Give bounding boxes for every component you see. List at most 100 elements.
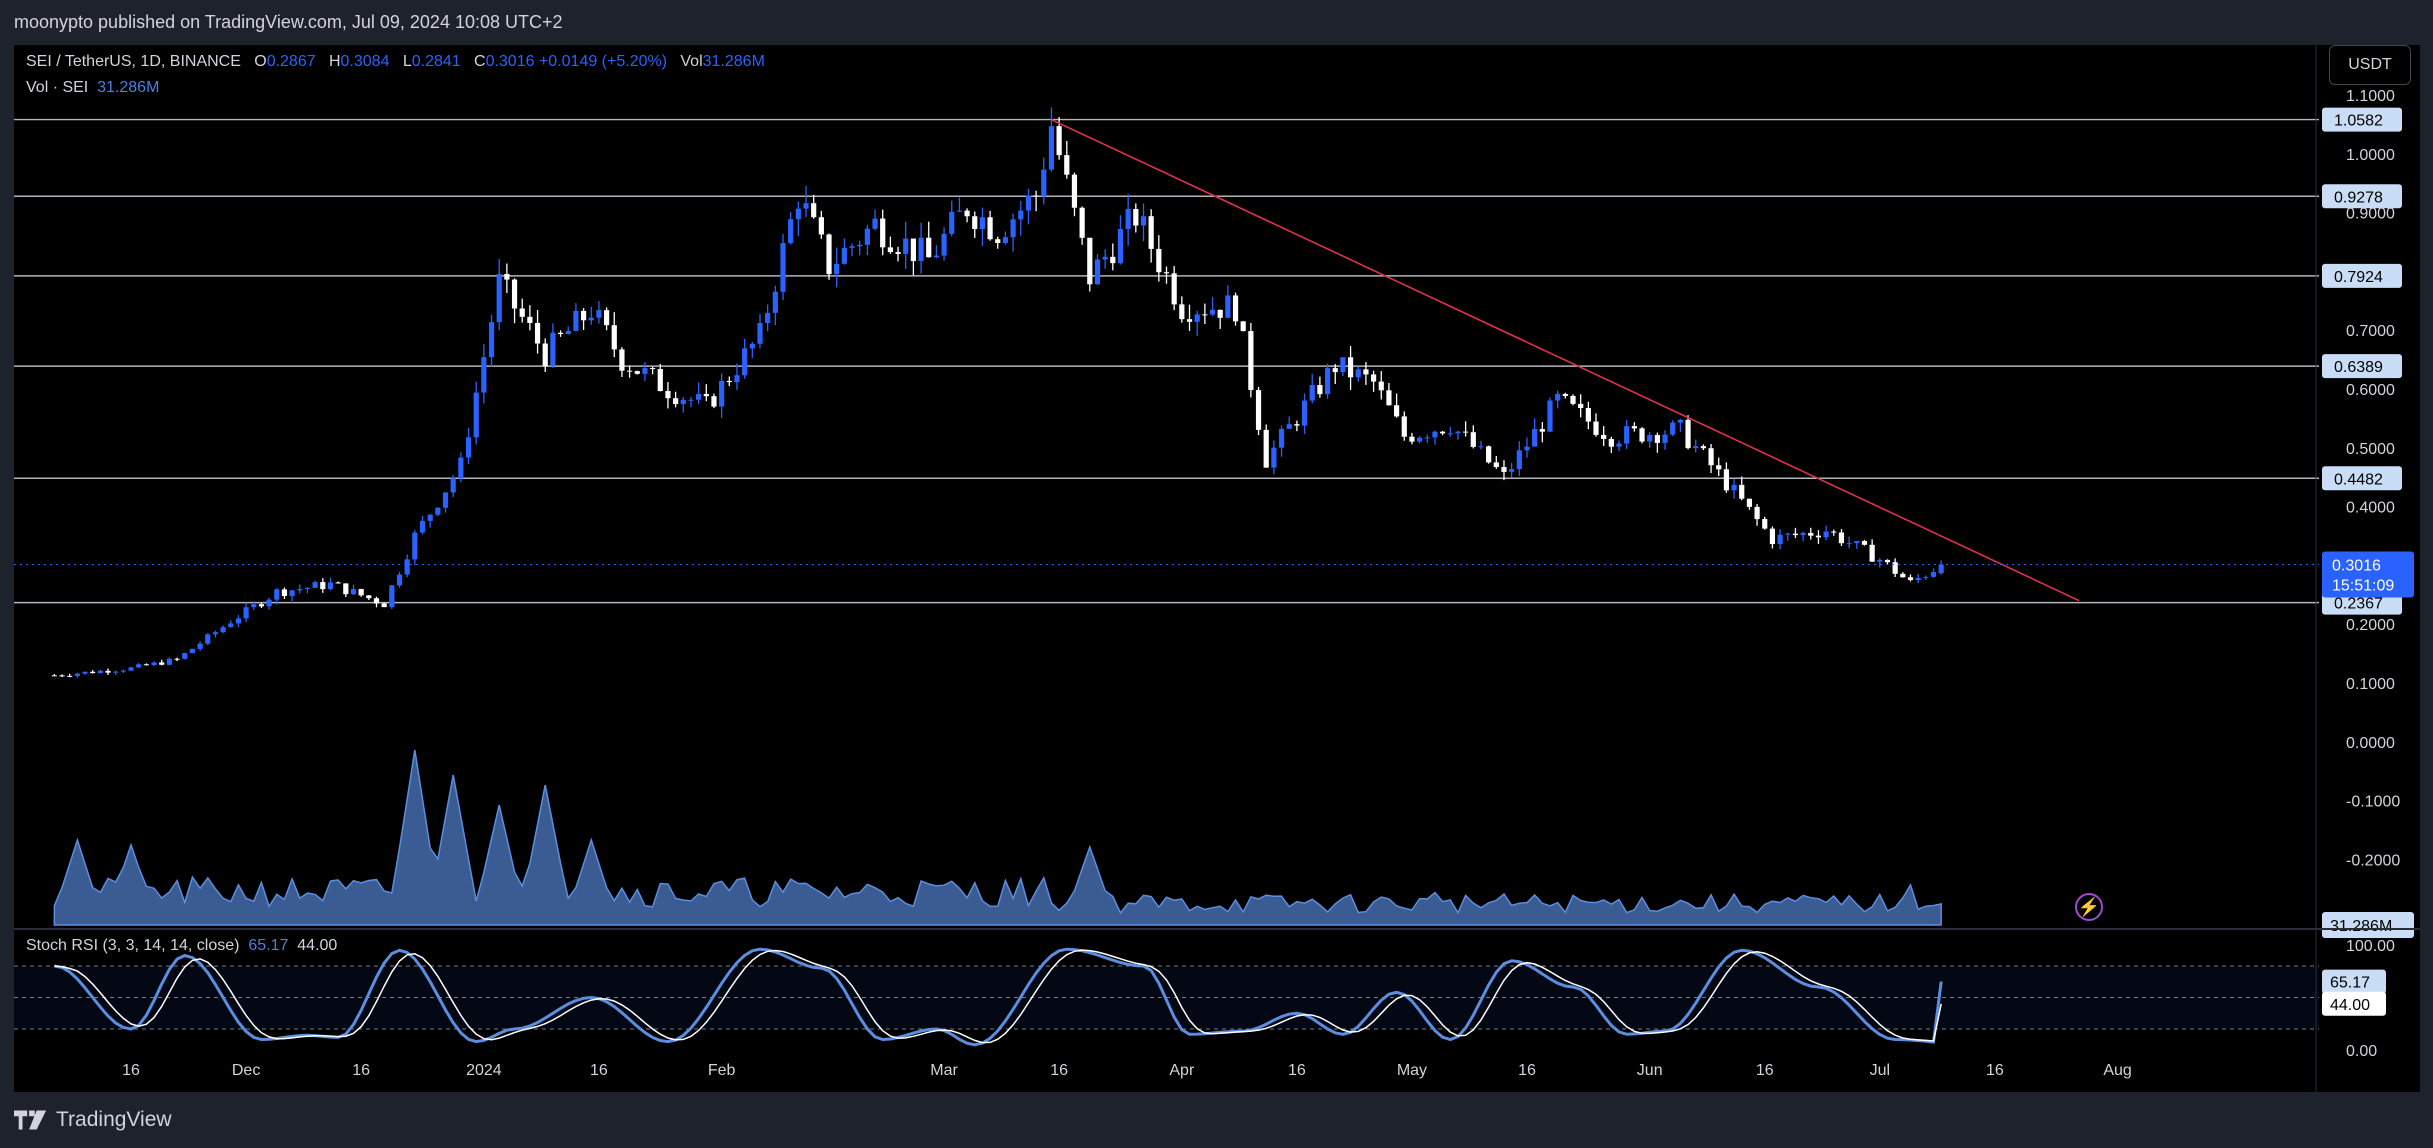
candle-body	[673, 398, 679, 405]
time-axis-label: Aug	[2103, 1062, 2131, 1079]
candle-body	[1370, 374, 1377, 382]
last-price-label: 0.3016	[2332, 557, 2381, 574]
candle-body	[603, 310, 610, 326]
stoch-axis-label: 100.00	[2346, 938, 2395, 955]
candle-body	[297, 589, 303, 591]
candle-body	[1670, 422, 1676, 435]
candle-body	[1440, 431, 1446, 434]
candle-body	[1700, 446, 1706, 449]
stoch-k-badge-label: 65.17	[2330, 975, 2370, 992]
time-axis-label: 16	[590, 1062, 608, 1079]
candle-body	[481, 357, 487, 393]
candle-body	[857, 244, 863, 247]
candle-body	[711, 396, 717, 407]
candle-body	[1002, 237, 1009, 243]
stoch-label[interactable]: Stoch RSI (3, 3, 14, 14, close)	[26, 937, 240, 954]
footer-brand: TradingView	[14, 1108, 172, 1132]
candle-body	[373, 598, 380, 604]
candle-body	[1401, 416, 1407, 437]
candle-body	[1332, 368, 1338, 373]
candle-body	[588, 317, 594, 321]
candle-body	[1025, 195, 1032, 211]
candle-body	[1539, 429, 1545, 432]
level-badge	[2322, 184, 2402, 209]
candle-body	[1877, 559, 1883, 562]
candle-body	[1578, 403, 1584, 409]
candle-body	[366, 595, 372, 599]
time-axis-label: Jun	[1637, 1062, 1663, 1079]
price-axis-label: 1.1000	[2346, 88, 2395, 105]
candle-body	[258, 604, 265, 607]
level-badge-label: 0.4482	[2334, 471, 2383, 488]
candle-body	[795, 208, 801, 220]
candle-body	[159, 662, 165, 665]
candle-body	[1263, 429, 1269, 468]
candle-body	[1278, 428, 1285, 448]
candle-body	[895, 252, 901, 254]
candle-body	[1309, 385, 1315, 401]
candle-body	[1317, 385, 1323, 395]
candle-body	[1915, 577, 1921, 581]
candle-body	[435, 507, 441, 515]
candle-body	[1087, 237, 1093, 285]
candle-body	[780, 243, 786, 292]
candle-body	[1631, 426, 1637, 429]
legend-close: 0.3016	[485, 53, 535, 70]
level-badge-label: 0.7924	[2334, 269, 2383, 286]
stoch-d-value: 44.00	[297, 937, 338, 954]
candle-body	[880, 218, 886, 248]
candle-body	[1148, 216, 1154, 249]
candle-body	[1417, 437, 1423, 442]
candle-body	[128, 667, 134, 671]
candle-body	[1662, 434, 1668, 443]
candle-body	[964, 210, 970, 217]
level-badge-label: 0.2367	[2334, 596, 2383, 613]
price-chart[interactable]: 1.10001.00000.90000.80000.70000.60000.50…	[14, 45, 2420, 1092]
candle-body	[1048, 126, 1055, 170]
candle-body	[1585, 408, 1591, 422]
candle-body	[212, 632, 219, 635]
candle-body	[903, 238, 909, 254]
candle-body	[527, 316, 533, 323]
price-axis-label: 0.9000	[2346, 206, 2395, 223]
candle-body	[1255, 389, 1262, 430]
candle-body	[1509, 469, 1515, 472]
candle-body	[235, 618, 242, 624]
candle-body	[1677, 419, 1683, 423]
candle-body	[266, 599, 272, 607]
candle-body	[197, 643, 203, 649]
candle-body	[1447, 433, 1453, 435]
chart-area[interactable]: 1.10001.00000.90000.80000.70000.60000.50…	[14, 45, 2420, 1092]
candle-body	[1654, 434, 1660, 443]
candle-body	[910, 238, 916, 262]
candle-body	[703, 393, 709, 397]
candle-body	[1286, 424, 1292, 429]
candle-body	[1739, 484, 1745, 499]
candle-body	[1593, 421, 1599, 435]
candle-body	[1432, 431, 1438, 438]
volume-series-label[interactable]: Vol · SEI	[26, 79, 89, 96]
candle-body	[1125, 208, 1131, 230]
candle-body	[788, 219, 794, 244]
tradingview-logo-icon	[14, 1110, 47, 1130]
candle-body	[1355, 369, 1361, 378]
candle-body	[665, 391, 671, 399]
stoch-d-line	[54, 949, 1942, 1044]
candle-body	[396, 574, 403, 586]
candle-body	[1033, 195, 1039, 197]
candle-body	[504, 273, 510, 280]
candle-body	[734, 375, 740, 383]
countdown-label: 15:51:09	[2332, 577, 2394, 594]
candle-body	[1524, 446, 1530, 451]
candle-body	[1079, 207, 1085, 238]
currency-button[interactable]: USDT	[2329, 45, 2411, 85]
candle-body	[189, 648, 196, 654]
legend-symbol[interactable]: SEI / TetherUS, 1D, BINANCE	[26, 53, 241, 70]
lightning-icon[interactable]: ⚡	[2075, 893, 2103, 921]
candle-body	[1301, 400, 1308, 426]
candle-body	[488, 322, 495, 358]
candle-body	[1516, 450, 1522, 470]
candle-body	[826, 234, 832, 275]
candle-body	[1854, 541, 1860, 544]
candle-body	[381, 603, 387, 608]
